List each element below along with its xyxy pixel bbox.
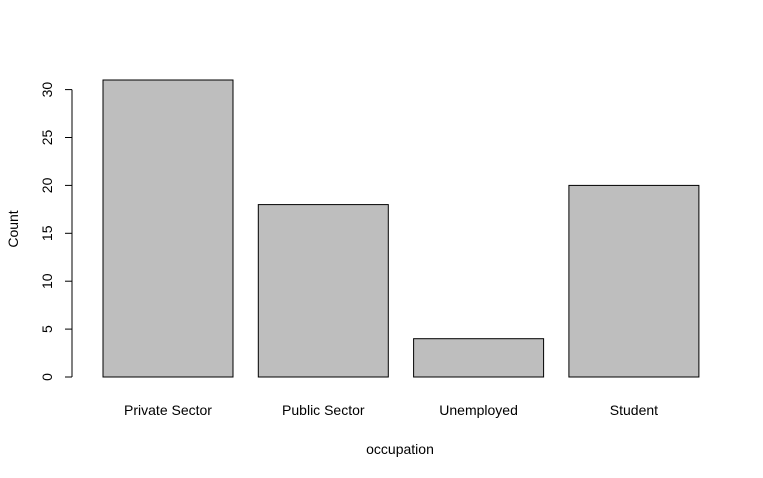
x-tick-label: Private Sector [124, 402, 212, 418]
x-axis-labels: Private Sector Public Sector Unemployed Stu… [124, 402, 658, 418]
x-tick-label: Unemployed [439, 402, 518, 418]
y-tick-label: 5 [39, 325, 55, 333]
x-axis-title: occupation [366, 441, 434, 457]
y-axis: 0 5 10 15 20 25 30 [39, 82, 73, 381]
x-tick-label: Student [610, 402, 658, 418]
bar-unemployed [413, 338, 545, 378]
y-tick-label: 20 [39, 177, 55, 193]
y-tick-label: 15 [39, 225, 55, 241]
y-tick-label: 30 [39, 82, 55, 98]
bar-student [568, 184, 700, 378]
x-tick-label: Public Sector [282, 402, 365, 418]
y-tick-label: 10 [39, 273, 55, 289]
y-tick-label: 25 [39, 130, 55, 146]
y-axis-title: Count [5, 210, 21, 247]
y-tick-label: 0 [39, 373, 55, 381]
bar-private-sector [102, 79, 234, 378]
bars-group [102, 79, 700, 378]
bar-public-sector [257, 204, 389, 378]
